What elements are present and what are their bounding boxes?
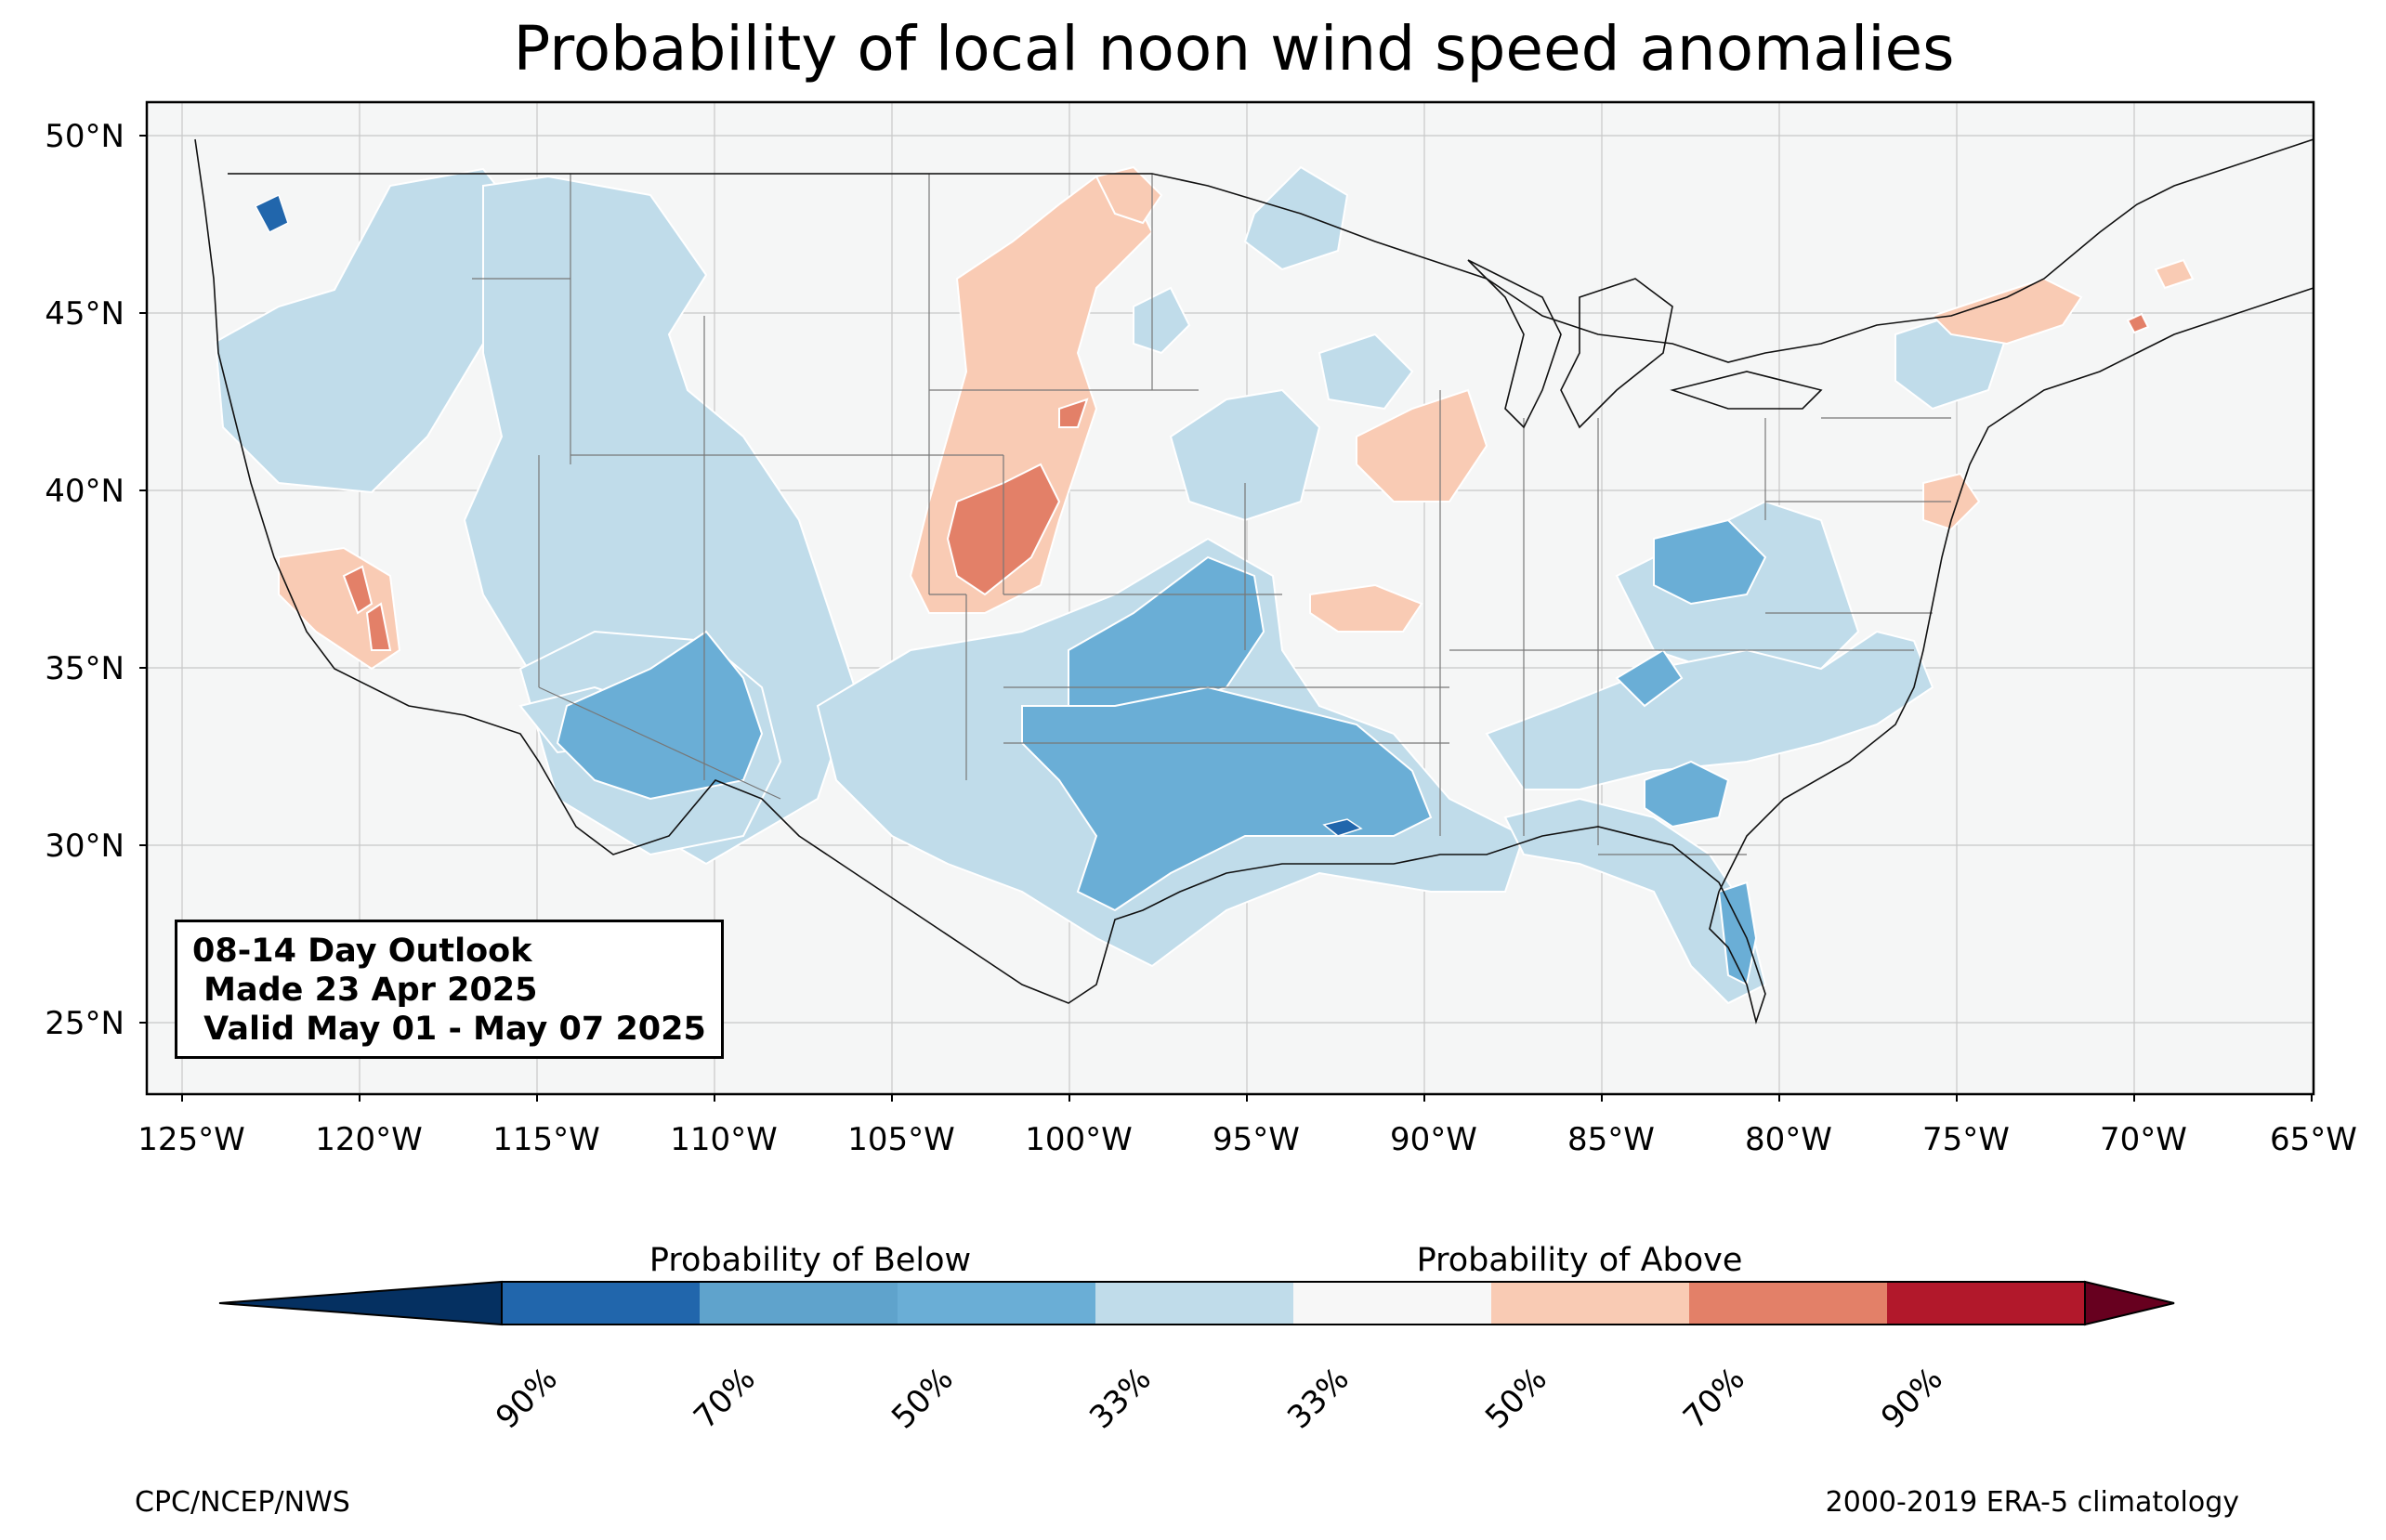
colorbar-tick-label: 70% — [687, 1361, 763, 1437]
coastlines-and-borders — [194, 138, 2314, 1024]
lon-label: 110°W — [670, 1121, 778, 1158]
colorbar-bin — [1293, 1282, 1491, 1325]
colorbar-bin — [1095, 1282, 1293, 1325]
colorbar-bin — [1887, 1282, 2085, 1325]
outlook-line-1: 08-14 Day Outlook — [192, 933, 532, 970]
colorbar-tick-label: 33% — [1082, 1361, 1159, 1437]
colorbar-tick-label: 50% — [885, 1361, 961, 1437]
lon-label: 125°W — [138, 1121, 245, 1158]
lat-label: 50°N — [45, 118, 125, 155]
lon-label: 85°W — [1567, 1121, 1655, 1158]
credit-climatology: 2000-2019 ERA-5 climatology — [1825, 1486, 2239, 1519]
lat-labels: 50°N 45°N 40°N 35°N 30°N 25°N — [45, 118, 125, 1042]
colorbar-outline — [501, 1281, 2086, 1325]
lat-label: 25°N — [45, 1005, 125, 1042]
state-borders — [228, 173, 1951, 855]
lat-label: 45°N — [45, 295, 125, 333]
lon-label: 90°W — [1390, 1121, 1477, 1158]
colorbar-below-label: Probability of Below — [649, 1242, 971, 1279]
outlook-info-box: 08-14 Day Outlook Made 23 Apr 2025 Valid… — [175, 920, 724, 1059]
lon-label: 75°W — [1922, 1121, 2010, 1158]
outlook-line-3: Valid May 01 - May 07 2025 — [192, 1011, 706, 1048]
outlook-line-2: Made 23 Apr 2025 — [192, 972, 538, 1009]
colorbar-tick-label: 33% — [1280, 1361, 1357, 1437]
lon-label: 120°W — [315, 1121, 423, 1158]
lon-label: 100°W — [1025, 1121, 1133, 1158]
lat-label: 40°N — [45, 473, 125, 510]
colorbar-above-label: Probability of Above — [1417, 1242, 1743, 1279]
colorbar-tick-label: 90% — [1874, 1361, 1950, 1437]
colorbar-bin — [1689, 1282, 1887, 1325]
below-70-90-areas — [254, 193, 1363, 837]
colorbar-tick-label: 70% — [1676, 1361, 1752, 1437]
lon-label: 95°W — [1213, 1121, 1300, 1158]
lon-label: 65°W — [2270, 1121, 2357, 1158]
colorbar-bin — [898, 1282, 1095, 1325]
below-33-50-areas — [214, 165, 2009, 1005]
lon-tick-marks — [181, 1094, 2313, 1102]
colorbar-bin — [502, 1282, 700, 1325]
lon-label: 70°W — [2100, 1121, 2187, 1158]
colorbar-bin — [1491, 1282, 1689, 1325]
lon-label: 115°W — [492, 1121, 600, 1158]
lon-labels: 125°W 120°W 115°W 110°W 105°W 100°W 95°W… — [138, 1121, 2357, 1158]
colorbar: Probability of Below Probability of Abov… — [218, 1242, 2175, 1437]
lat-tick-marks — [139, 135, 147, 1024]
map-title: Probability of local noon wind speed ano… — [513, 13, 1955, 85]
colorbar-tick-label: 90% — [489, 1361, 565, 1437]
lon-label: 105°W — [847, 1121, 955, 1158]
credit-agency: CPC/NCEP/NWS — [135, 1486, 350, 1519]
colorbar-tick-label: 50% — [1478, 1361, 1554, 1437]
colorbar-bin — [700, 1282, 898, 1325]
lat-label: 30°N — [45, 828, 125, 865]
colorbar-right-extend — [2084, 1280, 2175, 1326]
lat-label: 35°N — [45, 650, 125, 687]
colorbar-left-extend — [218, 1280, 503, 1326]
lon-label: 80°W — [1745, 1121, 1832, 1158]
map-frame — [145, 100, 2315, 1096]
